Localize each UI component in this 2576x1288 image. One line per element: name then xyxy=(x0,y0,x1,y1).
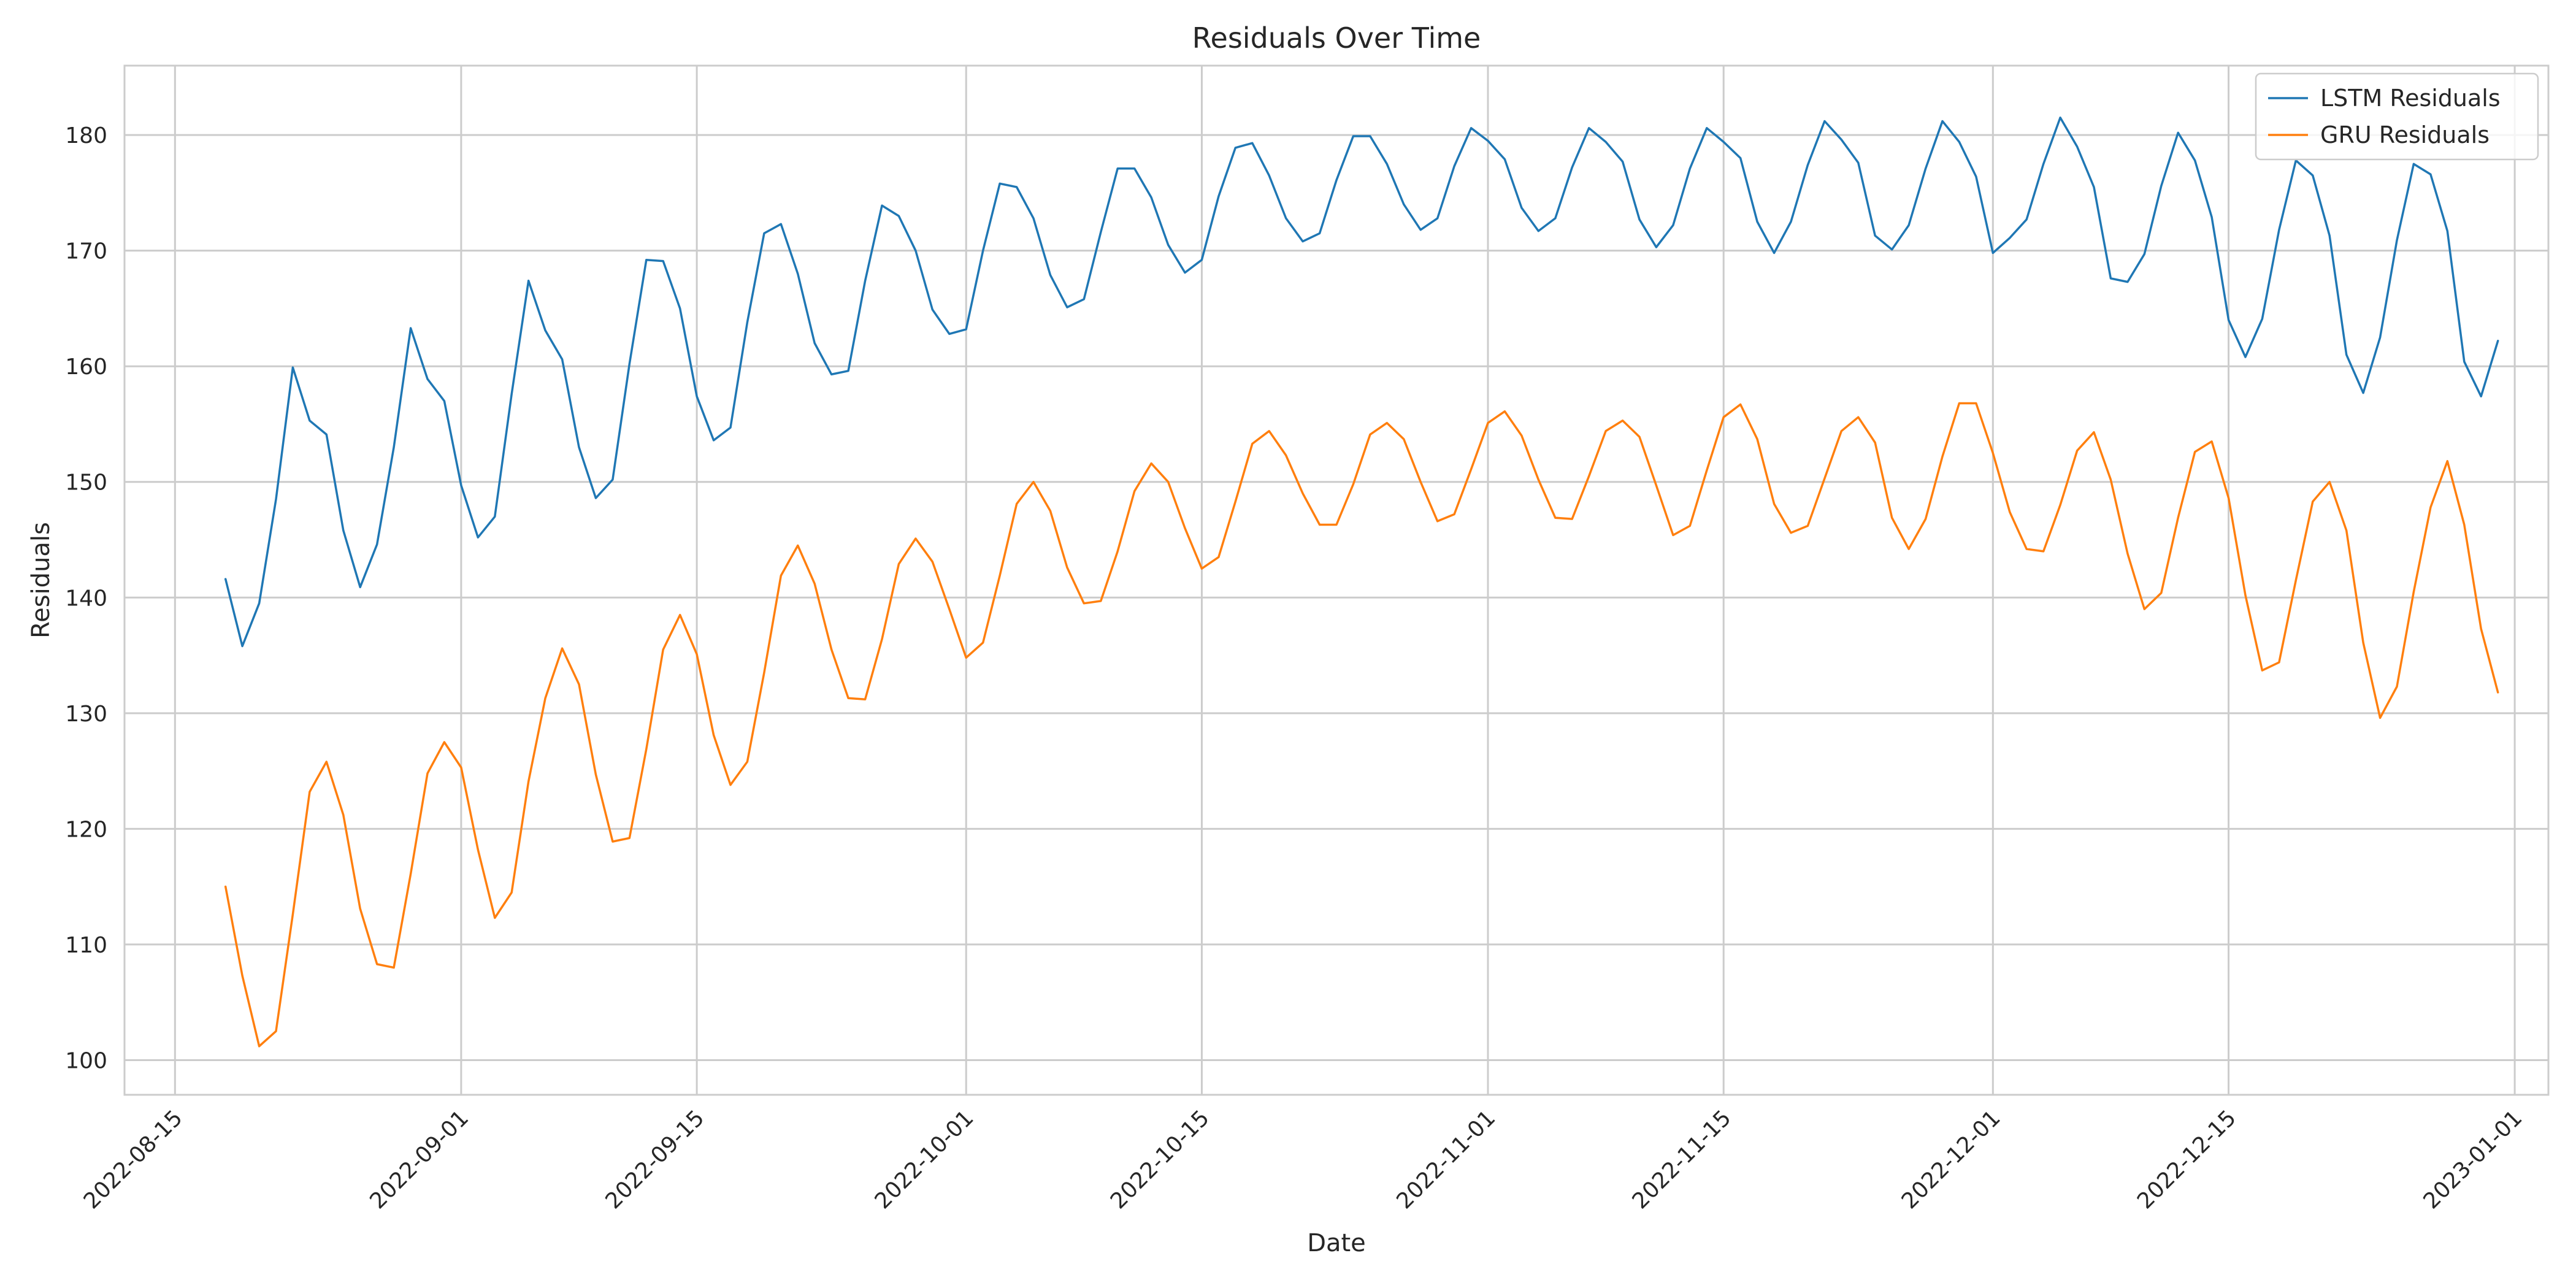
legend-label-lstm: LSTM Residuals xyxy=(2320,85,2501,112)
legend-box xyxy=(2255,72,2539,161)
legend-label-gru: GRU Residuals xyxy=(2320,121,2490,148)
y-tick-label: 100 xyxy=(65,1048,107,1073)
series-line-lstm xyxy=(224,117,2499,648)
y-axis-label: Residuals xyxy=(27,522,55,638)
y-tick-label: 120 xyxy=(65,817,107,842)
legend: LSTM Residuals GRU Residuals xyxy=(2255,72,2539,161)
plot-area xyxy=(125,66,2548,1095)
y-gridlines xyxy=(125,134,2548,1061)
x-gridlines xyxy=(174,66,2516,1095)
y-tick-label: 160 xyxy=(65,355,107,380)
chart-title: Residuals Over Time xyxy=(1192,21,1481,55)
y-tick-label: 130 xyxy=(65,702,107,727)
series-layer xyxy=(224,117,2499,1048)
y-tick-label: 150 xyxy=(65,470,107,496)
y-tick-label: 180 xyxy=(65,123,107,148)
y-tick-label: 140 xyxy=(65,586,107,611)
plot-frame xyxy=(123,64,2550,1096)
series-line-gru xyxy=(224,402,2499,1048)
y-tick-label: 110 xyxy=(65,933,107,958)
x-axis-label: Date xyxy=(1307,1229,1366,1257)
y-tick-labels: 100 110 120 130 140 150 160 170 180 xyxy=(65,123,107,1073)
y-tick-label: 170 xyxy=(65,239,107,264)
